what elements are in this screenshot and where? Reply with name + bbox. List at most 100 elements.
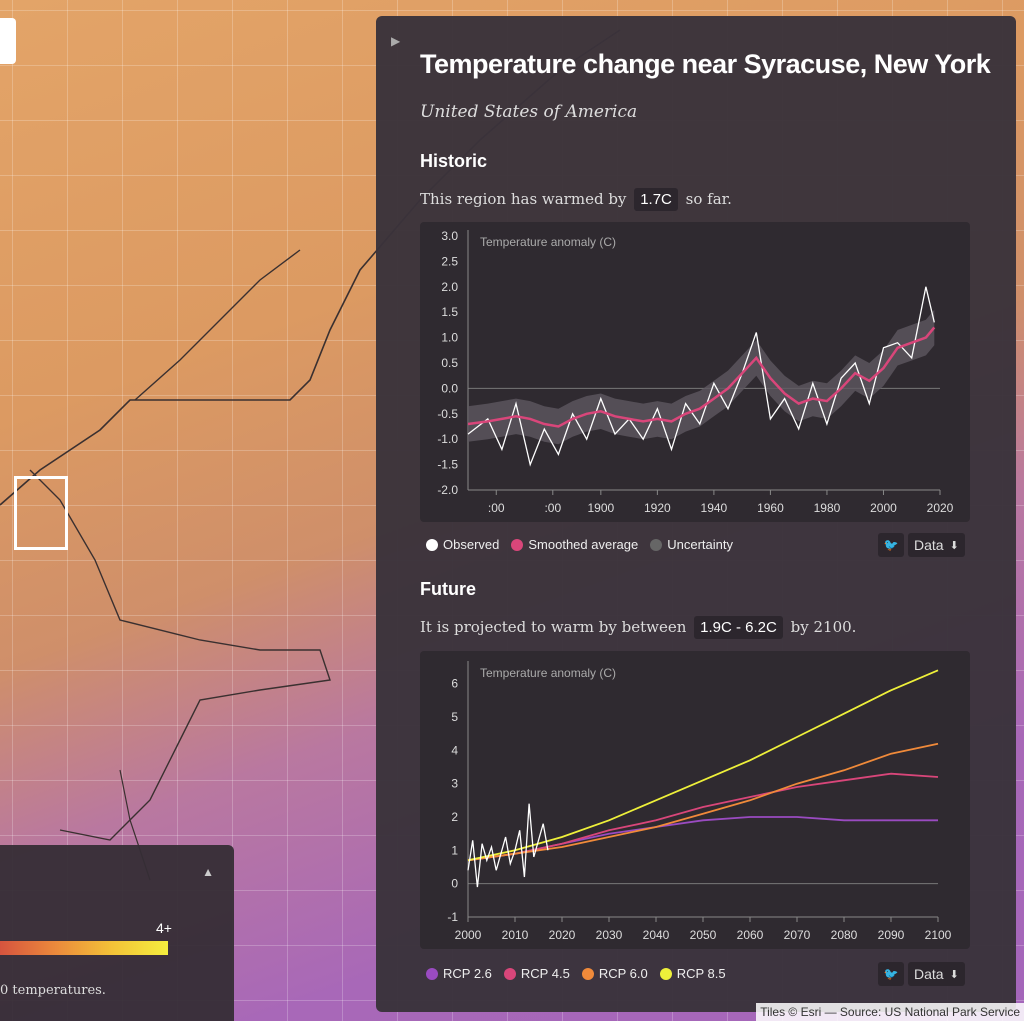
twitter-icon: 🐦 xyxy=(883,967,899,981)
legend-note: 0 temperatures. xyxy=(0,983,106,998)
download-icon: ⬇ xyxy=(949,539,959,552)
legend-item: RCP 6.0 xyxy=(581,966,648,981)
y-axis-label: Temperature anomaly (C) xyxy=(480,235,616,249)
legend-item: Observed xyxy=(426,537,499,552)
rcp-8-5-line xyxy=(467,669,939,862)
y-tick-label: 2 xyxy=(451,810,458,824)
legend-label: Uncertainty xyxy=(667,537,733,552)
legend-item: RCP 8.5 xyxy=(659,966,726,981)
historic-data-button[interactable]: Data ⬇ xyxy=(908,533,965,557)
y-tick-label: 0 xyxy=(451,877,458,891)
y-tick-label: -1 xyxy=(447,910,458,924)
collapse-right-icon[interactable]: ▶ xyxy=(391,34,401,48)
future-chart-svg: 6 5 4 3 2 1 0 -1 2000 2010 2020 2030 2040 2050 2060 207… xyxy=(447,661,952,942)
legend-max-label: 4+ xyxy=(156,920,172,936)
x-tick-label: 1980 xyxy=(814,501,841,515)
collapse-up-icon[interactable]: ▲ xyxy=(202,865,214,879)
y-tick-label: 0.5 xyxy=(441,356,458,370)
legend-swatch xyxy=(426,967,438,980)
y-tick-label: 6 xyxy=(451,677,458,691)
y-tick-label: -1.0 xyxy=(437,432,458,446)
download-icon: ⬇ xyxy=(949,968,959,981)
historic-heading: Historic xyxy=(420,151,488,171)
x-tick-label: 2100 xyxy=(925,928,952,942)
x-tick-label: 2000 xyxy=(455,928,482,942)
map-legend-panel: ▲ 4+ 0 temperatures. xyxy=(0,845,234,1021)
x-tick-label: :00 xyxy=(544,501,561,515)
x-tick-label: :00 xyxy=(488,501,505,515)
legend-label: Observed xyxy=(443,537,500,552)
future-sentence-pre: It is projected to warm by between xyxy=(420,618,687,636)
x-tick-label: 2040 xyxy=(643,928,670,942)
x-tick-label: 2080 xyxy=(831,928,858,942)
twitter-share-button-future[interactable]: 🐦 xyxy=(878,962,904,986)
legend-item: Smoothed average xyxy=(511,537,638,552)
historic-chart-svg: 3.0 2.5 2.0 1.5 1.0 0.5 0.0 -0.5 -1.0 -1.5 -2.0 :00… xyxy=(437,229,954,515)
uncertainty-band xyxy=(468,309,935,445)
legend-color-ramp xyxy=(0,941,168,955)
future-warming-value: 1.9C - 6.2C xyxy=(694,616,783,639)
historic-sentence-post: so far. xyxy=(685,190,732,208)
y-tick-label: 0.0 xyxy=(441,381,458,395)
legend-swatch xyxy=(426,538,438,551)
legend-swatch xyxy=(511,538,524,551)
x-tick-label: 1920 xyxy=(644,501,671,515)
x-tick-label: 2020 xyxy=(549,928,576,942)
future-legend: RCP 2.6 RCP 4.5 RCP 6.0 RCP 8.5 xyxy=(426,966,738,981)
historic-data-label: Data xyxy=(914,537,944,553)
y-tick-label: 3 xyxy=(451,777,458,791)
y-tick-label: 1.5 xyxy=(441,305,458,319)
y-axis-label: Temperature anomaly (C) xyxy=(480,666,616,680)
historic-sentence: This region has warmed by 1.7C so far. xyxy=(420,188,732,211)
info-panel: ▶ Temperature change near Syracuse, New … xyxy=(376,16,1016,1012)
legend-label: RCP 2.6 xyxy=(443,966,492,981)
y-tick-label: -2.0 xyxy=(437,483,458,497)
y-tick-label: 2.0 xyxy=(441,280,458,294)
x-tick-label: 1940 xyxy=(701,501,728,515)
x-tick-label: 2070 xyxy=(784,928,811,942)
future-data-label: Data xyxy=(914,966,944,982)
y-tick-label: -1.5 xyxy=(437,458,458,472)
historic-sentence-pre: This region has warmed by xyxy=(420,190,627,208)
map-attribution: Tiles © Esri — Source: US National Park … xyxy=(756,1003,1024,1021)
twitter-icon: 🐦 xyxy=(883,538,899,552)
x-tick-label: 1900 xyxy=(587,501,614,515)
future-sentence: It is projected to warm by between 1.9C … xyxy=(420,616,857,639)
legend-swatch xyxy=(503,967,516,980)
page-title: Temperature change near Syracuse, New Yo… xyxy=(420,49,991,79)
x-tick-label: 1960 xyxy=(757,501,784,515)
rcp-6-0-line xyxy=(467,742,939,862)
selected-grid-cell[interactable] xyxy=(14,476,68,550)
y-tick-label: -0.5 xyxy=(437,407,458,421)
map-control-button[interactable] xyxy=(0,18,16,64)
legend-item: RCP 2.6 xyxy=(426,966,492,981)
y-tick-label: 1 xyxy=(451,843,458,857)
legend-swatch xyxy=(659,967,672,980)
y-tick-label: 1.0 xyxy=(441,331,458,345)
twitter-share-button[interactable]: 🐦 xyxy=(878,533,904,557)
y-tick-label: 2.5 xyxy=(441,254,458,268)
historic-warming-value: 1.7C xyxy=(634,188,678,211)
legend-item: RCP 4.5 xyxy=(503,966,570,981)
legend-item: Uncertainty xyxy=(650,537,733,552)
legend-swatch xyxy=(581,967,594,980)
x-tick-label: 2090 xyxy=(878,928,905,942)
legend-swatch xyxy=(650,538,663,551)
x-tick-label: 2060 xyxy=(737,928,764,942)
future-data-button[interactable]: Data ⬇ xyxy=(908,962,965,986)
historic-legend: Observed Smoothed average Uncertainty xyxy=(426,537,745,552)
x-tick-label: 2020 xyxy=(927,501,954,515)
future-heading: Future xyxy=(420,579,476,599)
x-tick-label: 2010 xyxy=(502,928,529,942)
smoothed-average-line xyxy=(467,326,936,428)
x-tick-label: 2050 xyxy=(690,928,717,942)
x-tick-label: 2000 xyxy=(870,501,897,515)
future-sentence-post: by 2100. xyxy=(790,618,857,636)
country-subtitle: United States of America xyxy=(420,102,638,122)
y-tick-label: 3.0 xyxy=(441,229,458,243)
rcp-4-5-line xyxy=(467,772,939,862)
historic-chart: 3.0 2.5 2.0 1.5 1.0 0.5 0.0 -0.5 -1.0 -1.5 -2.0 :00… xyxy=(420,222,970,522)
legend-label: RCP 4.5 xyxy=(520,966,570,981)
future-chart: 6 5 4 3 2 1 0 -1 2000 2010 2020 2030 2040 2050 2060 207… xyxy=(420,651,970,949)
legend-label: RCP 8.5 xyxy=(676,966,726,981)
